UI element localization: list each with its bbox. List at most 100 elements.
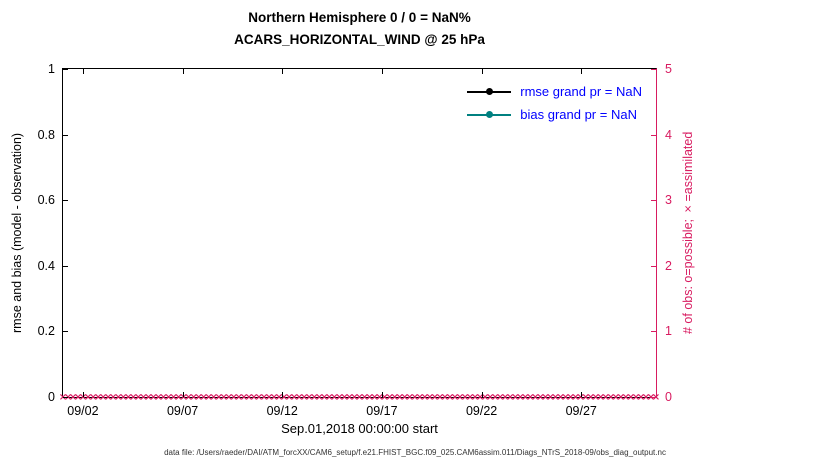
y-right-tick-label: 1 (665, 324, 672, 339)
x-tick-mark (282, 392, 284, 397)
x-tick-label: 09/07 (166, 404, 199, 418)
assimilated-obs-marker: × (83, 391, 93, 403)
assimilated-obs-marker: × (340, 391, 349, 403)
y-left-tick-mark (63, 69, 68, 70)
assimilated-obs-marker: × (104, 391, 113, 403)
assimilated-obs-marker: × (526, 391, 535, 403)
plot-area: rmse grand pr = NaN bias grand pr = NaN … (38, 62, 672, 418)
assimilated-obs-marker: × (199, 391, 208, 403)
assimilated-obs-marker: × (586, 391, 595, 403)
assimilated-obs-marker: × (450, 391, 460, 403)
legend-label-rmse: rmse grand pr = NaN (520, 84, 642, 99)
assimilated-obs-marker: × (636, 391, 646, 403)
data-file-footnote: data file: /Users/raeder/DAI/ATM_forcXX/… (164, 448, 666, 457)
assimilated-obs-marker: × (511, 391, 520, 403)
assimilated-obs-marker: × (365, 391, 374, 403)
assimilated-obs-marker: × (269, 391, 279, 403)
assimilated-obs-marker: × (581, 391, 590, 403)
bias-line-marker-icon (467, 111, 512, 118)
y-right-tick-mark (651, 265, 656, 267)
y-left-tick-mark (63, 331, 68, 333)
assimilated-obs-marker: × (249, 391, 259, 403)
assimilated-obs-marker: × (410, 391, 419, 403)
assimilated-obs-marker: × (149, 391, 158, 403)
assimilated-obs-marker: × (244, 391, 254, 403)
assimilated-obs-marker: × (119, 391, 128, 403)
assimilated-obs-marker: × (556, 391, 565, 403)
assimilated-obs-marker: × (114, 391, 123, 403)
assimilated-obs-marker: × (405, 391, 414, 403)
legend-label-bias: bias grand pr = NaN (520, 107, 637, 122)
y-left-tick-mark (63, 200, 68, 202)
y-axis-label-right: # of obs: o=possible; ×=assimilated (681, 131, 695, 335)
assimilated-obs-marker: × (294, 391, 304, 403)
assimilated-obs-marker: × (350, 391, 359, 403)
x-tick-mark-top (481, 69, 483, 74)
assimilated-obs-marker: × (234, 391, 244, 403)
x-tick-label: 09/12 (266, 404, 298, 418)
assimilated-obs-marker: × (259, 391, 269, 403)
assimilated-obs-marker: × (536, 391, 545, 403)
assimilated-obs-marker: × (626, 391, 636, 403)
legend-entry-rmse: rmse grand pr = NaN (467, 84, 642, 99)
obs-markers-row: × × × × × × × × × × × × × × × × × × × × × × × × × × × × × × × × × × × × × × × ×… (59, 391, 660, 403)
assimilated-obs-marker: × (88, 391, 98, 403)
y-left-tick-mark (63, 134, 68, 136)
assimilated-obs-marker: × (475, 391, 485, 403)
assimilated-obs-marker: × (571, 391, 580, 403)
x-tick-mark (182, 392, 184, 397)
y-right-tick-label: 3 (665, 193, 672, 208)
assimilated-obs-marker: × (561, 391, 570, 403)
y-right-tick-mark (651, 134, 656, 136)
x-tick-label: 09/22 (465, 404, 498, 418)
assimilated-obs-marker: × (566, 391, 575, 403)
y-right-tick-label: 5 (665, 62, 672, 76)
assimilated-obs-marker: × (395, 391, 404, 403)
assimilated-obs-marker: × (264, 391, 274, 403)
y-left-tick-label: 0.8 (37, 127, 55, 142)
assimilated-obs-marker: × (144, 391, 153, 403)
assimilated-obs-marker: × (490, 391, 500, 403)
assimilated-obs-marker: × (179, 391, 188, 403)
assimilated-obs-marker: × (325, 391, 334, 403)
y-right-tick-label: 2 (665, 258, 672, 273)
assimilated-obs-marker: × (616, 391, 626, 403)
y-axis-label-left: rmse and bias (model - observation) (10, 132, 24, 334)
assimilated-obs-marker: × (601, 391, 610, 403)
assimilated-obs-marker: × (345, 391, 354, 403)
x-tick-mark (82, 392, 84, 397)
y-left-tick-mark (63, 265, 68, 267)
assimilated-obs-marker: × (521, 391, 530, 403)
assimilated-obs-marker: × (239, 391, 249, 403)
y-right-tick-mark (651, 200, 656, 202)
assimilated-obs-marker: × (621, 391, 631, 403)
y-left-tick-label: 0.4 (37, 258, 55, 273)
assimilated-obs-marker: × (124, 391, 133, 403)
assimilated-obs-marker: × (284, 391, 294, 403)
assimilated-obs-marker: × (214, 391, 223, 403)
legend-entry-bias: bias grand pr = NaN (467, 107, 642, 122)
assimilated-obs-marker: × (460, 391, 470, 403)
assimilated-obs-marker: × (551, 391, 560, 403)
x-axis-label: Sep.01,2018 00:00:00 start (281, 421, 438, 436)
legend: rmse grand pr = NaN bias grand pr = NaN (467, 84, 642, 122)
assimilated-obs-marker: × (194, 391, 203, 403)
assimilated-obs-marker: × (485, 391, 495, 403)
assimilated-obs-marker: × (224, 391, 234, 403)
assimilated-obs-marker: × (154, 391, 163, 403)
x-tick-label: 09/27 (565, 404, 597, 418)
assimilated-obs-marker: × (335, 391, 344, 403)
assimilated-obs-marker: × (496, 391, 505, 403)
assimilated-obs-marker: × (184, 391, 193, 403)
chart-subtitle: ACARS_HORIZONTAL_WIND @ 25 hPa (234, 32, 485, 47)
y-right-tick-label: 4 (665, 127, 672, 142)
y-left-tick-label: 0.6 (37, 193, 55, 208)
assimilated-obs-marker: × (465, 391, 475, 403)
assimilated-obs-marker: × (279, 391, 289, 403)
y-right-tick-mark (651, 69, 656, 70)
assimilated-obs-marker: × (546, 391, 555, 403)
x-tick-mark (581, 392, 583, 397)
assimilated-obs-marker: × (219, 391, 229, 403)
assimilated-obs-marker: × (385, 391, 394, 403)
